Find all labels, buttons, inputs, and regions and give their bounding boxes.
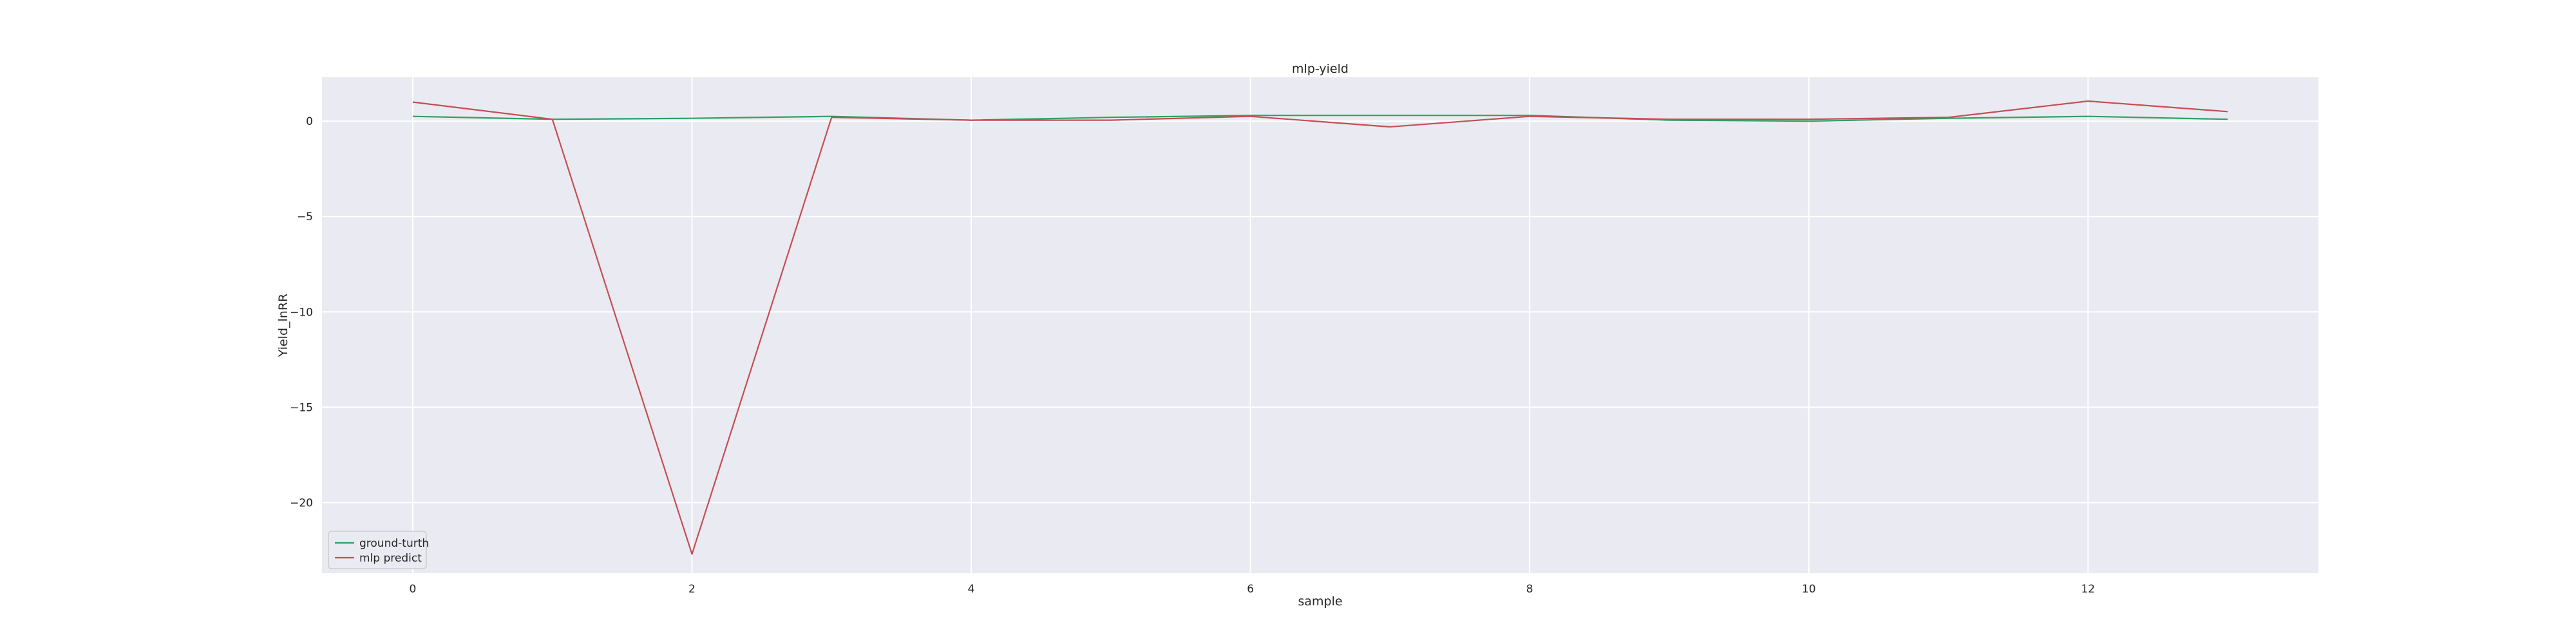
series-line (412, 115, 2228, 122)
y-tick-label: −20 (290, 497, 313, 509)
x-tick-label: 4 (968, 583, 975, 596)
legend-label: ground-turth (359, 537, 429, 550)
x-tick-label: 12 (2081, 583, 2095, 596)
x-tick-label: 10 (1802, 583, 1816, 596)
y-tick-label: −15 (290, 401, 313, 414)
x-tick-label: 8 (1526, 583, 1533, 596)
series-line (412, 100, 2228, 555)
grid (322, 77, 2318, 573)
legend-box (328, 531, 427, 569)
x-tick-label: 0 (409, 583, 416, 596)
tick-labels: 0 2 4 6 8 10 12 0 −5 −10 −15 −20 (290, 115, 2095, 596)
x-tick-label: 2 (688, 583, 696, 596)
series-layer (412, 100, 2228, 555)
x-axis-label: sample (1298, 594, 1342, 609)
chart-title: mlp-yield (1292, 62, 1349, 76)
legend-label: mlp predict (359, 552, 422, 565)
y-axis-label: Yield_lnRR (276, 294, 290, 357)
y-tick-label: −5 (297, 211, 313, 223)
y-tick-label: 0 (306, 115, 313, 128)
legend: ground-turth mlp predict (328, 531, 429, 569)
y-tick-label: −10 (290, 306, 313, 319)
x-tick-label: 6 (1247, 583, 1254, 596)
plot-area (322, 77, 2318, 573)
